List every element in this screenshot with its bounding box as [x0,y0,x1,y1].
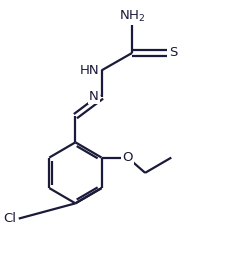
Text: HN: HN [79,64,99,77]
Text: S: S [170,46,178,59]
Text: Cl: Cl [4,212,17,225]
Text: N: N [89,90,99,103]
Text: NH$_2$: NH$_2$ [119,8,145,24]
Text: O: O [122,151,133,164]
